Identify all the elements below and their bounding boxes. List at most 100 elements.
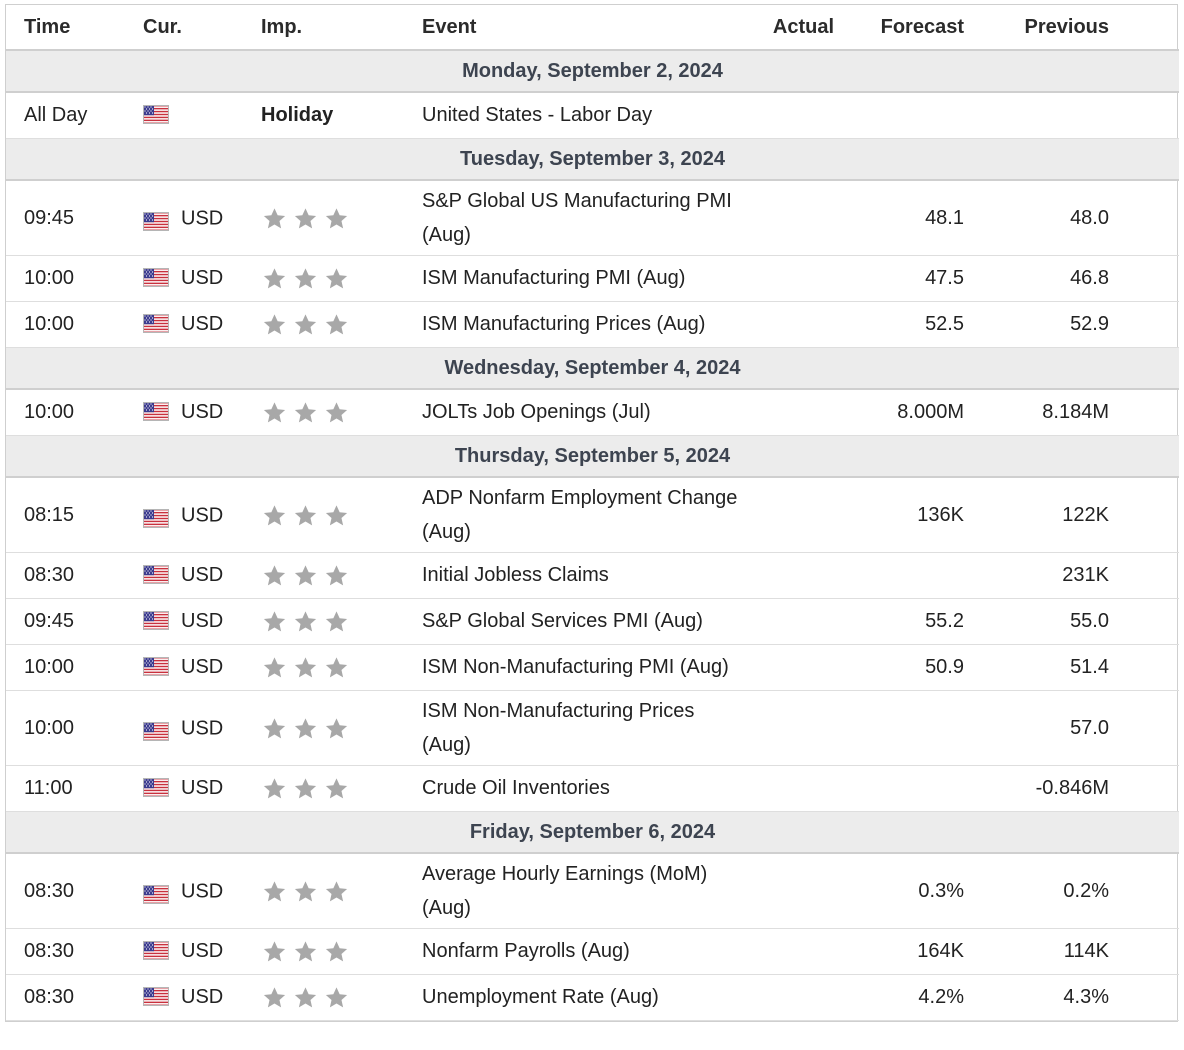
event-row[interactable]: 10:00 USD ISM Manufacturing PMI (Aug) 47.5 4… — [6, 255, 1179, 302]
event-currency: USD — [143, 389, 261, 436]
event-name[interactable]: JOLTs Job Openings (Jul) — [422, 389, 742, 436]
importance-stars — [261, 312, 350, 338]
star-icon — [323, 312, 350, 338]
economic-calendar: Time Cur. Imp. Event Actual Forecast Pre… — [5, 4, 1179, 1022]
event-row[interactable]: 08:30 USD Initial Jobless Claims 231K — [6, 552, 1179, 599]
event-actual — [742, 928, 846, 975]
event-row[interactable]: 10:00 USD ISM Manufacturing Prices (Aug) 52… — [6, 301, 1179, 348]
header-event[interactable]: Event — [422, 5, 742, 51]
event-actual — [742, 180, 846, 256]
star-icon — [261, 776, 288, 802]
star-icon — [292, 206, 319, 232]
event-forecast: 8.000M — [846, 389, 972, 436]
header-actual[interactable]: Actual — [742, 5, 846, 51]
us-flag-icon — [143, 987, 169, 1007]
star-icon — [292, 655, 319, 681]
event-previous: 122K — [972, 477, 1179, 553]
event-row[interactable]: 08:30 USD Nonfarm Payrolls (Aug) 164K 114K — [6, 928, 1179, 975]
event-row[interactable]: 10:00 USD ISM Non-Manufacturing PMI (Aug) 5… — [6, 644, 1179, 691]
importance-stars — [261, 563, 350, 589]
star-icon — [261, 563, 288, 589]
event-name[interactable]: ISM Non-Manufacturing Prices (Aug) — [422, 690, 742, 766]
us-flag-icon — [143, 505, 169, 528]
event-time: 10:00 — [6, 255, 143, 302]
event-name[interactable]: S&P Global US Manufacturing PMI (Aug) — [422, 180, 742, 256]
event-row[interactable]: 10:00 USD ISM Non-Manufacturing Prices (Au… — [6, 690, 1179, 766]
currency-code: USD — [181, 267, 224, 290]
event-name[interactable]: Initial Jobless Claims — [422, 552, 742, 599]
event-currency: USD — [143, 644, 261, 691]
day-label: Thursday, September 5, 2024 — [6, 435, 1179, 478]
star-icon — [292, 776, 319, 802]
event-time: All Day — [6, 92, 143, 139]
star-icon — [292, 716, 319, 742]
event-time: 10:00 — [6, 644, 143, 691]
calendar-table: Time Cur. Imp. Event Actual Forecast Pre… — [6, 5, 1179, 1021]
event-actual — [742, 690, 846, 766]
header-currency[interactable]: Cur. — [143, 5, 261, 51]
event-name[interactable]: S&P Global Services PMI (Aug) — [422, 598, 742, 645]
event-actual — [742, 255, 846, 302]
event-row[interactable]: 08:30 USD Average Hourly Earnings (MoM) (A… — [6, 853, 1179, 929]
header-importance[interactable]: Imp. — [261, 5, 422, 51]
star-icon — [323, 655, 350, 681]
importance-stars — [261, 609, 350, 635]
event-previous: 46.8 — [972, 255, 1179, 302]
event-time: 09:45 — [6, 598, 143, 645]
star-icon — [261, 503, 288, 529]
us-flag-icon — [143, 268, 169, 288]
event-row[interactable]: 08:15 USD ADP Nonfarm Employment Change (A… — [6, 477, 1179, 553]
event-name[interactable]: United States - Labor Day — [422, 92, 742, 139]
event-row[interactable]: All Day Holiday United States - Labor Day — [6, 92, 1179, 139]
header-time[interactable]: Time — [6, 5, 143, 51]
event-importance — [261, 928, 422, 975]
currency-code: USD — [181, 504, 224, 527]
event-previous: 52.9 — [972, 301, 1179, 348]
importance-stars — [261, 776, 350, 802]
importance-stars — [261, 939, 350, 965]
star-icon — [292, 939, 319, 965]
star-icon — [323, 716, 350, 742]
event-importance — [261, 552, 422, 599]
event-forecast: 4.2% — [846, 974, 972, 1021]
event-name[interactable]: ADP Nonfarm Employment Change (Aug) — [422, 477, 742, 553]
header-forecast[interactable]: Forecast — [846, 5, 972, 51]
star-icon — [292, 879, 319, 905]
event-importance — [261, 389, 422, 436]
event-previous: 231K — [972, 552, 1179, 599]
star-icon — [261, 985, 288, 1011]
header-previous[interactable]: Previous — [972, 5, 1179, 51]
us-flag-icon — [143, 105, 169, 125]
event-row[interactable]: 09:45 USD S&P Global US Manufacturing PMI … — [6, 180, 1179, 256]
us-flag-icon — [143, 611, 169, 631]
event-currency: USD — [143, 552, 261, 599]
event-forecast — [846, 765, 972, 812]
event-forecast: 164K — [846, 928, 972, 975]
event-name[interactable]: Average Hourly Earnings (MoM) (Aug) — [422, 853, 742, 929]
event-name[interactable]: Unemployment Rate (Aug) — [422, 974, 742, 1021]
star-icon — [323, 563, 350, 589]
event-name[interactable]: Crude Oil Inventories — [422, 765, 742, 812]
star-icon — [323, 206, 350, 232]
event-importance — [261, 598, 422, 645]
event-name[interactable]: Nonfarm Payrolls (Aug) — [422, 928, 742, 975]
event-row[interactable]: 10:00 USD JOLTs Job Openings (Jul) 8.000M 8.… — [6, 389, 1179, 436]
currency-code: USD — [181, 564, 224, 587]
currency-code: USD — [181, 940, 224, 963]
event-forecast: 52.5 — [846, 301, 972, 348]
event-row[interactable]: 09:45 USD S&P Global Services PMI (Aug) 55.… — [6, 598, 1179, 645]
currency-code: USD — [181, 880, 224, 903]
star-icon — [261, 939, 288, 965]
event-actual — [742, 552, 846, 599]
event-row[interactable]: 11:00 USD Crude Oil Inventories -0.846M — [6, 765, 1179, 812]
event-forecast: 136K — [846, 477, 972, 553]
star-icon — [323, 985, 350, 1011]
event-name[interactable]: ISM Non-Manufacturing PMI (Aug) — [422, 644, 742, 691]
event-name[interactable]: ISM Manufacturing PMI (Aug) — [422, 255, 742, 302]
event-name[interactable]: ISM Manufacturing Prices (Aug) — [422, 301, 742, 348]
importance-stars — [261, 879, 350, 905]
event-currency: USD — [143, 928, 261, 975]
star-icon — [261, 716, 288, 742]
us-flag-icon — [143, 941, 169, 961]
event-row[interactable]: 08:30 USD Unemployment Rate (Aug) 4.2% 4.3% — [6, 974, 1179, 1021]
